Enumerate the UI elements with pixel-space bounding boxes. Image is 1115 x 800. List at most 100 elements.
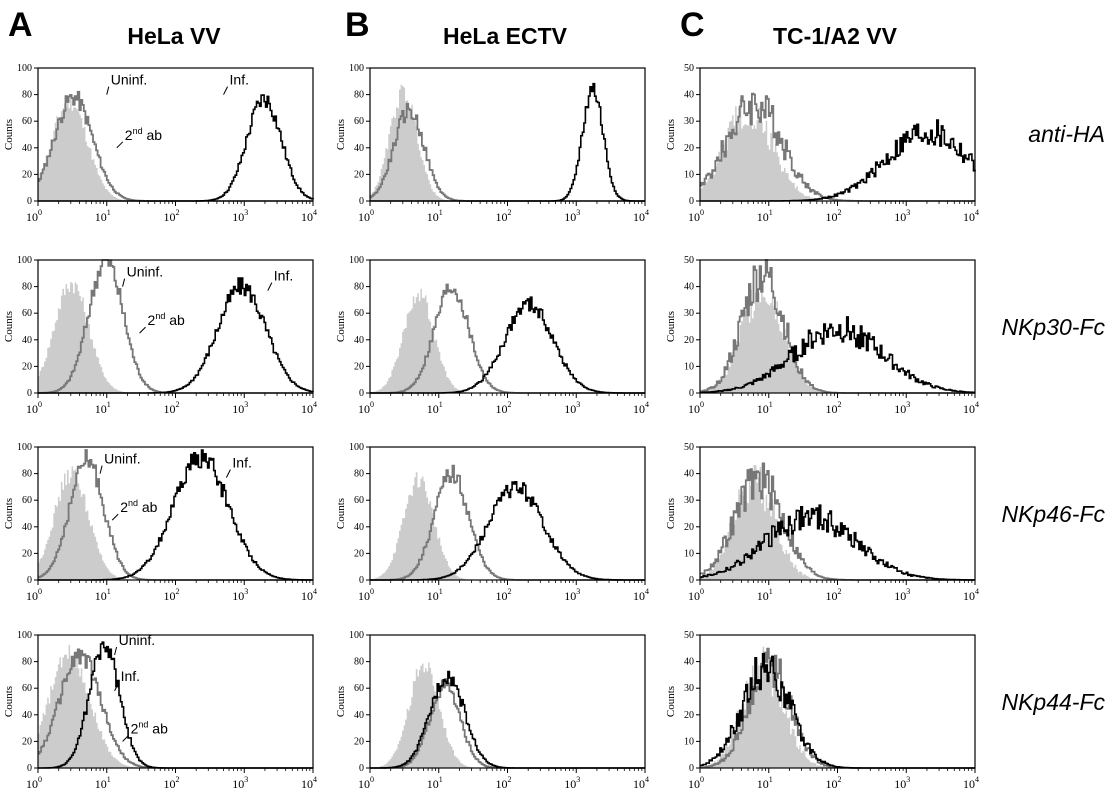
xtick-label: 102 — [826, 208, 842, 224]
ytick-label: 10 — [684, 361, 694, 372]
ytick-label: 40 — [354, 710, 364, 721]
series-C2-inf — [700, 316, 975, 394]
ytick-label: 80 — [354, 282, 364, 293]
ytick-label: 50 — [684, 630, 694, 641]
panel-letter-b: B — [345, 6, 370, 44]
histogram-B2: 0 20 40 60 80 100 Counts 100 101 102 103 104 — [335, 255, 649, 416]
xtick-label: 103 — [894, 400, 910, 416]
xtick-label: 104 — [633, 400, 649, 416]
xtick-label: 101 — [757, 400, 773, 416]
xtick-label: 100 — [358, 587, 374, 603]
xtick-label: 100 — [26, 587, 42, 603]
annotation-inf: Inf. — [230, 72, 249, 88]
annotation-uninf: Uninf. — [127, 264, 164, 280]
annotation-leader — [139, 326, 146, 334]
histogram-C2: 0 10 20 30 40 50 Counts 100 101 102 103 104 — [665, 255, 979, 416]
xtick-label: 101 — [757, 587, 773, 603]
xtick-label: 104 — [633, 208, 649, 224]
ytick-label: 40 — [22, 335, 32, 346]
xtick-label: 100 — [688, 775, 704, 791]
ytick-label: 80 — [354, 469, 364, 480]
annotation-leader — [122, 278, 126, 287]
ytick-label: 10 — [684, 548, 694, 559]
xtick-label: 102 — [826, 775, 842, 791]
ytick-label: 60 — [354, 116, 364, 127]
ytick-label: 60 — [354, 683, 364, 694]
y-axis-label: Counts — [3, 119, 15, 150]
panel-letter-c: C — [680, 6, 705, 44]
row-label-nkp44-fc: NKp44-Fc — [1001, 689, 1105, 715]
y-axis-label: Counts — [335, 119, 347, 150]
ytick-label: 0 — [359, 388, 364, 399]
histogram-C4: 0 10 20 30 40 50 Counts 100 101 102 103 104 — [665, 630, 979, 791]
xtick-label: 104 — [301, 587, 317, 603]
xtick-label: 103 — [894, 775, 910, 791]
ytick-label: 40 — [684, 282, 694, 293]
ytick-label: 0 — [27, 196, 32, 207]
xtick-label: 103 — [894, 208, 910, 224]
xtick-label: 103 — [564, 775, 580, 791]
xtick-label: 102 — [496, 208, 512, 224]
histogram-C1: 0 10 20 30 40 50 Counts 100 101 102 103 104 — [665, 63, 979, 224]
series-B3-2nd-ab — [370, 472, 645, 580]
ytick-label: 40 — [684, 90, 694, 101]
xtick-label: 100 — [26, 208, 42, 224]
ytick-label: 100 — [349, 630, 364, 641]
xtick-label: 103 — [232, 775, 248, 791]
xtick-label: 100 — [688, 400, 704, 416]
ytick-label: 100 — [349, 255, 364, 266]
annotation-leader — [225, 469, 231, 478]
annotation-2nd-ab: 2nd ab — [131, 719, 168, 736]
y-axis-label: Counts — [3, 311, 15, 342]
histogram-A3: 0 20 40 60 80 100 Counts 100 101 102 103 104 Uninf. I… — [3, 442, 317, 603]
annotation-inf: Inf. — [232, 455, 251, 471]
xtick-label: 101 — [427, 208, 443, 224]
ytick-label: 40 — [22, 710, 32, 721]
histogram-A4: 0 20 40 60 80 100 Counts 100 101 102 103 104 Uninf. I… — [3, 630, 317, 791]
annotation-leader — [106, 86, 110, 95]
xtick-label: 102 — [826, 400, 842, 416]
series-C2-2nd-ab — [700, 289, 975, 393]
ytick-label: 100 — [17, 442, 32, 453]
ytick-label: 40 — [684, 657, 694, 668]
y-axis-label: Counts — [665, 311, 677, 342]
ytick-label: 0 — [689, 388, 694, 399]
xtick-label: 104 — [963, 400, 979, 416]
histogram-A2: 0 20 40 60 80 100 Counts 100 101 102 103 104 Uninf. I… — [3, 255, 317, 416]
ytick-label: 20 — [354, 361, 364, 372]
annotation-leader — [116, 141, 124, 149]
xtick-label: 101 — [95, 587, 111, 603]
row-label-anti-ha: anti-HA — [1028, 121, 1105, 147]
histogram-B4: 0 20 40 60 80 100 Counts 100 101 102 103 104 — [335, 630, 649, 791]
ytick-label: 60 — [22, 495, 32, 506]
ytick-label: 80 — [22, 90, 32, 101]
series-C4-2nd-ab — [700, 646, 975, 768]
xtick-label: 103 — [232, 208, 248, 224]
annotation-leader — [114, 682, 120, 692]
xtick-label: 103 — [232, 400, 248, 416]
xtick-label: 102 — [496, 775, 512, 791]
annotation-2nd-ab: 2nd ab — [148, 311, 185, 328]
annotation-leader — [111, 513, 119, 521]
xtick-label: 101 — [757, 775, 773, 791]
row-label-nkp46-fc: NKp46-Fc — [1001, 501, 1105, 527]
series-A3-2nd-ab — [38, 466, 313, 580]
xtick-label: 101 — [427, 587, 443, 603]
column-title-a: HeLa VV — [127, 23, 221, 49]
ytick-label: 60 — [354, 308, 364, 319]
ytick-label: 80 — [22, 657, 32, 668]
ytick-label: 0 — [689, 575, 694, 586]
ytick-label: 20 — [22, 169, 32, 180]
xtick-label: 104 — [963, 587, 979, 603]
ytick-label: 60 — [22, 683, 32, 694]
histogram-B1: 0 20 40 60 80 100 Counts 100 101 102 103 104 — [335, 63, 649, 224]
ytick-label: 80 — [22, 469, 32, 480]
row-label-nkp30-fc: NKp30-Fc — [1001, 314, 1105, 340]
xtick-label: 102 — [164, 775, 180, 791]
y-axis-label: Counts — [335, 498, 347, 529]
xtick-label: 103 — [564, 400, 580, 416]
annotation-uninf: Uninf. — [104, 451, 141, 467]
ytick-label: 20 — [684, 143, 694, 154]
